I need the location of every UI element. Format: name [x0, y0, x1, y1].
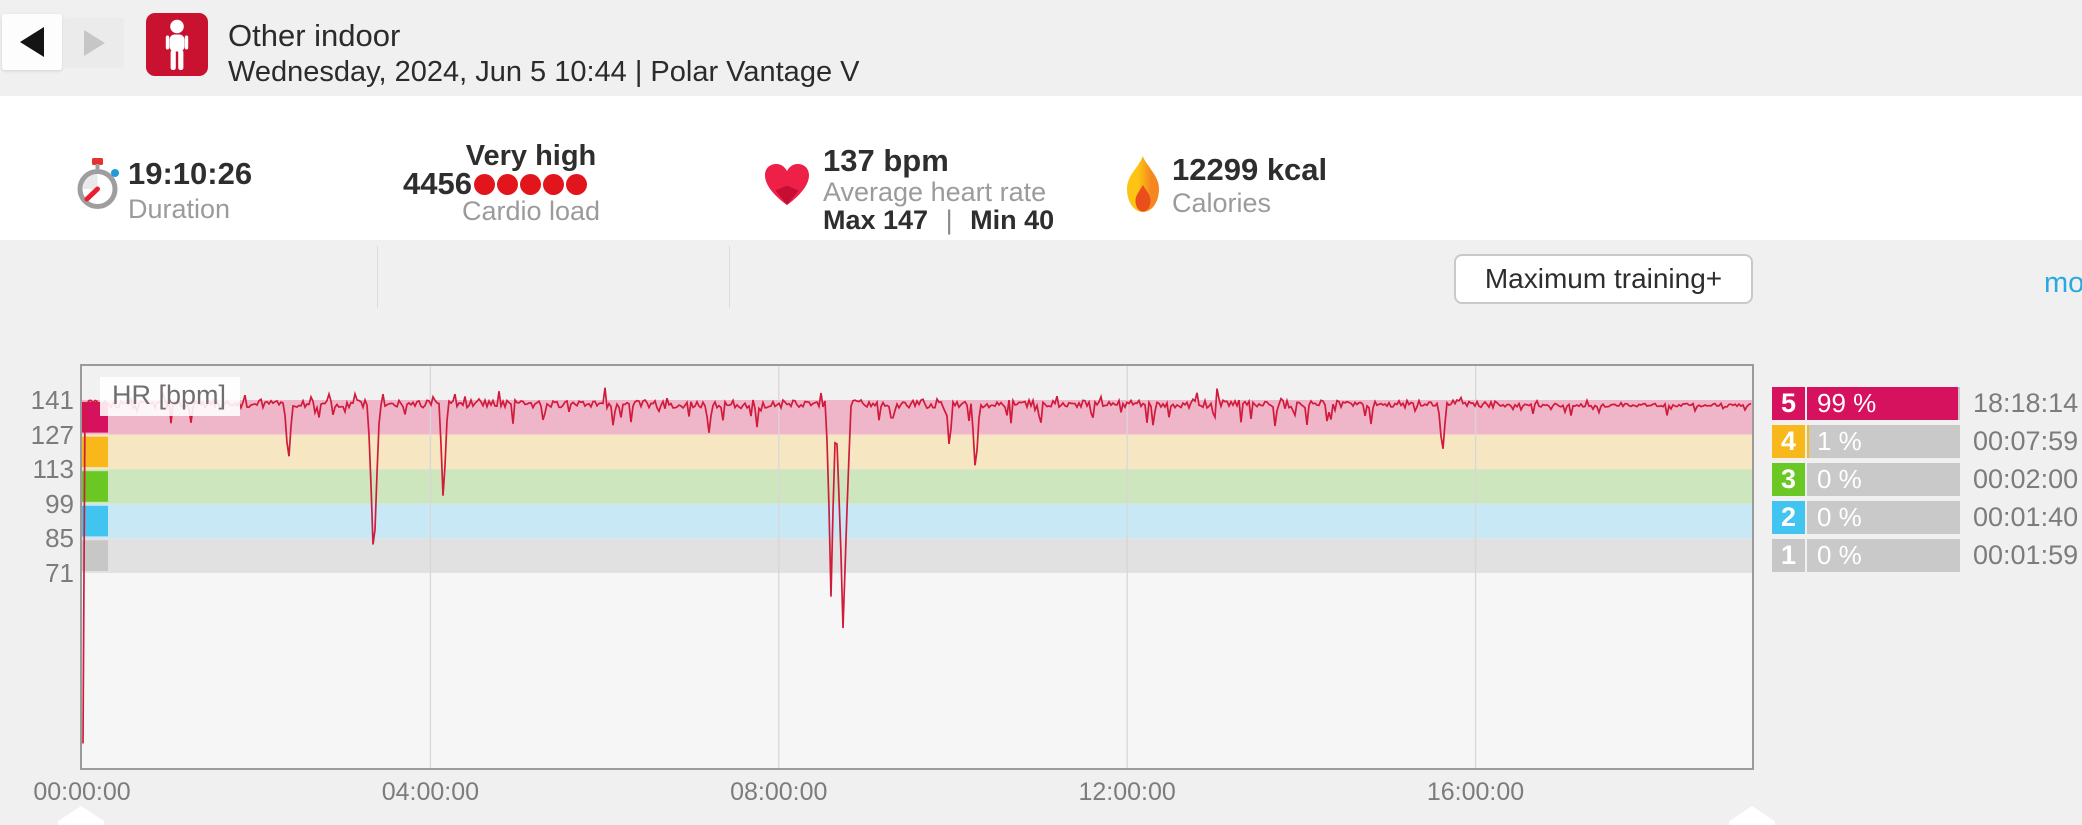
- stats-divider: [729, 246, 730, 308]
- duration-value: 19:10:26: [128, 156, 253, 191]
- zone-percent: 0 %: [1817, 540, 1862, 570]
- hr-max: Max 147: [823, 205, 929, 235]
- stats-divider: [377, 246, 378, 308]
- hr-series-line: [82, 387, 1752, 744]
- y-tick-141: 141: [30, 385, 74, 415]
- zone-bar-1[interactable]: 0 %: [1807, 539, 1960, 572]
- back-arrow-icon: [20, 27, 44, 57]
- zone-number-5: 5: [1772, 387, 1805, 420]
- zone-number-3: 3: [1772, 463, 1805, 496]
- cardio-load-dot: [496, 173, 518, 195]
- session-datetime-device: Wednesday, 2024, Jun 5 10:44 | Polar Van…: [228, 56, 860, 88]
- cardio-load-rating: Very high: [465, 140, 597, 172]
- y-tick-127: 127: [30, 419, 74, 450]
- zone-time: 00:02:00: [1973, 464, 2079, 494]
- zone-strip-3: [82, 471, 108, 502]
- forward-arrow-icon: [83, 30, 105, 56]
- avg-hr-label: Average heart rate: [823, 177, 1047, 207]
- sport-icon-other-indoor: [146, 13, 208, 76]
- x-tick-12:00:00: 12:00:00: [1078, 778, 1176, 806]
- chart-range-handle-left[interactable]: [58, 806, 104, 825]
- next-session-button[interactable]: [64, 18, 124, 68]
- y-tick-85: 85: [45, 523, 74, 554]
- zone-time: 18:18:14: [1973, 388, 2079, 418]
- hr-line-chart: [82, 366, 1752, 768]
- flame-icon: [1127, 156, 1159, 212]
- zone-number-1: 1: [1772, 539, 1805, 572]
- zone-time: 00:01:40: [1973, 502, 2079, 532]
- y-tick-99: 99: [45, 488, 74, 519]
- zone-strip-2: [82, 505, 108, 537]
- chart-range-handle-right[interactable]: [1729, 806, 1775, 825]
- zone-strip-4: [82, 436, 108, 468]
- cardio-load-value: 4456: [403, 166, 472, 201]
- duration-label: Duration: [128, 194, 231, 224]
- zone-bar-4[interactable]: 1 %: [1807, 425, 1960, 458]
- zone-time: 00:07:59: [1973, 426, 2079, 456]
- more-link[interactable]: mo: [2044, 267, 2082, 299]
- zone-percent: 0 %: [1817, 502, 1862, 532]
- zone-bar-5[interactable]: 99 %: [1807, 387, 1960, 420]
- zone-bar-fill: [1807, 425, 1809, 458]
- header-bar: Other indoor Wednesday, 2024, Jun 5 10:4…: [0, 0, 2082, 96]
- previous-session-button[interactable]: [2, 14, 62, 70]
- y-tick-71: 71: [45, 557, 74, 588]
- zone-bar-2[interactable]: 0 %: [1807, 501, 1960, 534]
- zone-bar-fill: [1807, 387, 1959, 420]
- x-tick-16:00:00: 16:00:00: [1426, 778, 1525, 806]
- calories-label: Calories: [1172, 188, 1272, 218]
- chart-series-label: HR [bpm]: [100, 377, 241, 416]
- zone-time: 00:01:59: [1973, 540, 2079, 570]
- hr-max-min-separator: |: [945, 205, 953, 235]
- calories-value: 12299 kcal: [1172, 152, 1328, 187]
- zone-bar-3[interactable]: 0 %: [1807, 463, 1960, 496]
- cardio-load-dot: [519, 173, 541, 195]
- cardio-load-dot: [565, 173, 587, 195]
- stopwatch-icon: [77, 158, 119, 209]
- avg-hr-value: 137 bpm: [823, 143, 949, 178]
- cardio-load-dot: [542, 173, 564, 195]
- hr-min: Min 40: [970, 205, 1055, 235]
- hr-chart-plot-area[interactable]: [80, 364, 1754, 770]
- person-icon: [165, 19, 189, 70]
- training-benefit-button[interactable]: Maximum training+: [1454, 254, 1753, 304]
- zone-number-2: 2: [1772, 501, 1805, 534]
- zone-percent: 0 %: [1817, 464, 1862, 494]
- cardio-load-value-row: 4456: [403, 166, 587, 202]
- hr-max-min: Max 147 | Min 40: [823, 205, 1054, 236]
- summary-stats-bar: 19:10:26 Duration Very high 4456 Cardio …: [0, 96, 2082, 308]
- zone-number-4: 4: [1772, 425, 1805, 458]
- training-benefit-label: Maximum training+: [1484, 263, 1723, 294]
- cardio-load-dots: [472, 173, 587, 195]
- y-tick-113: 113: [32, 454, 74, 485]
- heart-icon: [765, 164, 809, 205]
- cardio-load-dot: [473, 173, 495, 195]
- zone-percent: 1 %: [1817, 426, 1862, 456]
- zone-percent: 99 %: [1817, 388, 1877, 418]
- x-tick-04:00:00: 04:00:00: [381, 778, 480, 806]
- zone-strip-1: [82, 540, 108, 571]
- session-title: Other indoor: [228, 18, 401, 53]
- cardio-load-label: Cardio load: [461, 196, 601, 226]
- x-tick-08:00:00: 08:00:00: [730, 778, 828, 806]
- x-tick-00:00:00: 00:00:00: [33, 778, 131, 806]
